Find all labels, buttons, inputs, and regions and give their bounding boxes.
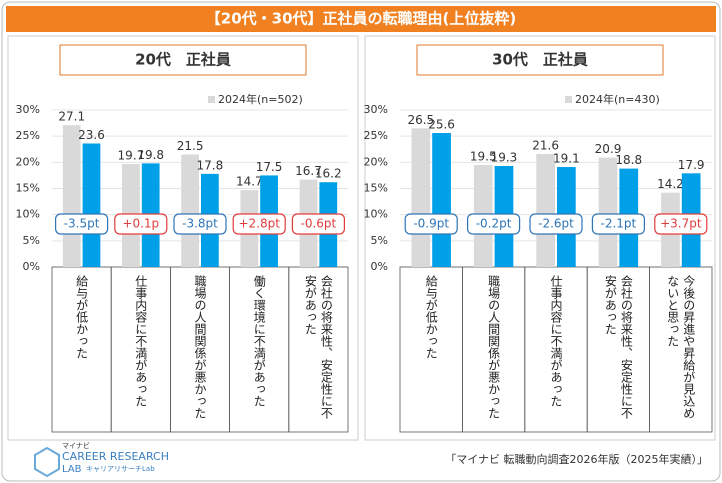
diff-label: -0.6pt <box>301 217 337 231</box>
diff-label: +3.7pt <box>660 217 702 231</box>
bar <box>181 154 199 267</box>
y-tick-label: 10% <box>16 208 40 221</box>
diff-box <box>232 213 286 235</box>
category-box <box>649 266 713 433</box>
diff-box <box>291 213 345 235</box>
logo-icon <box>34 446 60 478</box>
diff-label: +2.8pt <box>238 217 280 231</box>
logo: マイナビ CAREER RESEARCH LAB キャリアリサーチLab <box>34 441 169 478</box>
diff-label: -2.1pt <box>601 217 637 231</box>
diff-label: -3.5pt <box>64 217 100 231</box>
category-label: 仕事内容に不満があった <box>549 275 563 407</box>
logo-brand: マイナビ <box>62 441 90 450</box>
value-label: 25.6 <box>428 118 455 132</box>
category-label: 働く環境に不満があった <box>252 275 267 407</box>
diff-label: +0.1p <box>122 217 159 231</box>
bar <box>82 143 101 267</box>
diff-label: -3.8pt <box>182 217 218 231</box>
value-label: 20.9 <box>595 142 622 156</box>
value-label: 26.5 <box>407 113 434 127</box>
category-label: 職場の人間関係が悪かった <box>193 275 207 419</box>
value-label: 19.8 <box>137 148 164 162</box>
value-label: 16.7 <box>295 164 322 178</box>
y-tick-label: 20% <box>16 155 40 168</box>
category-label: 給与が低かった <box>424 275 439 359</box>
y-tick-label: 25% <box>16 129 40 142</box>
diff-box <box>591 213 646 235</box>
title-bar <box>6 6 716 32</box>
value-label: 14.7 <box>236 175 263 189</box>
chart-title: 30代 正社員 <box>492 51 588 69</box>
legend-swatch <box>208 96 215 103</box>
chart-title-box <box>59 44 307 76</box>
value-label: 19.5 <box>470 149 497 163</box>
category-box <box>288 266 349 433</box>
logo-name: CAREER RESEARCH <box>62 450 169 463</box>
bar <box>432 133 451 267</box>
value-label: 17.8 <box>197 158 224 172</box>
legend-swatch <box>565 96 572 103</box>
category-label: 仕事内容に不満があった <box>133 275 148 407</box>
panel <box>7 35 359 441</box>
bar <box>62 125 81 267</box>
chart-title: 20代 正社員 <box>135 51 231 69</box>
value-label: 27.1 <box>58 110 85 124</box>
y-tick-label: 10% <box>364 208 388 221</box>
bar <box>598 157 618 267</box>
y-tick-label: 15% <box>16 182 40 195</box>
category-label: 今後の昇進や昇給が見込めないと思った <box>665 275 696 419</box>
diff-box <box>467 213 521 235</box>
diff-label: -0.2pt <box>476 217 512 231</box>
legend-label: 2024年(n=502) <box>218 92 303 106</box>
y-tick-label: 30% <box>364 103 388 116</box>
value-label: 21.6 <box>532 138 559 152</box>
value-label: 23.6 <box>78 128 105 142</box>
value-label: 21.5 <box>177 139 204 153</box>
y-tick-label: 30% <box>16 103 40 116</box>
value-label: 19.7 <box>118 148 145 162</box>
y-tick-label: 0% <box>371 260 388 273</box>
legend-label: 2024年(n=430) <box>575 92 660 106</box>
category-label: 会社の将来性、安定性に不安があった <box>303 275 334 419</box>
diff-box <box>173 213 227 235</box>
diff-box <box>404 213 458 235</box>
y-tick-label: 5% <box>371 234 388 247</box>
panel <box>364 35 716 441</box>
value-label: 18.8 <box>615 153 642 167</box>
value-label: 14.2 <box>657 177 684 191</box>
chart-title-box <box>416 44 664 76</box>
value-label: 17.9 <box>678 158 705 172</box>
category-label: 給与が低かった <box>74 275 89 359</box>
diff-box <box>529 213 583 235</box>
category-label: 職場の人間関係が悪かった <box>486 275 501 419</box>
diff-box <box>54 213 109 235</box>
value-label: 19.3 <box>491 150 518 164</box>
logo-sub2: キャリアリサーチLab <box>86 465 155 473</box>
source: 「マイナビ 転職動向調査2026年版（2025年実績）」 <box>445 452 708 466</box>
diff-label: -2.6pt <box>538 217 574 231</box>
value-label: 19.1 <box>553 152 580 166</box>
y-tick-label: 5% <box>23 234 40 247</box>
logo-sub: LAB <box>62 464 82 475</box>
y-tick-label: 15% <box>364 182 388 195</box>
diff-label: -0.9pt <box>413 217 449 231</box>
value-label: 17.5 <box>256 160 283 174</box>
y-tick-label: 0% <box>23 260 40 273</box>
y-tick-label: 25% <box>364 129 388 142</box>
diff-box <box>654 213 708 235</box>
y-tick-label: 20% <box>364 155 388 168</box>
diff-box <box>114 213 168 235</box>
page-title: 【20代・30代】正社員の転職理由(上位抜粋) <box>206 10 516 28</box>
value-label: 16.2 <box>315 167 342 181</box>
bar <box>536 153 555 267</box>
category-label: 会社の将来性、安定性に不安があった <box>603 275 634 419</box>
bar <box>411 128 431 267</box>
